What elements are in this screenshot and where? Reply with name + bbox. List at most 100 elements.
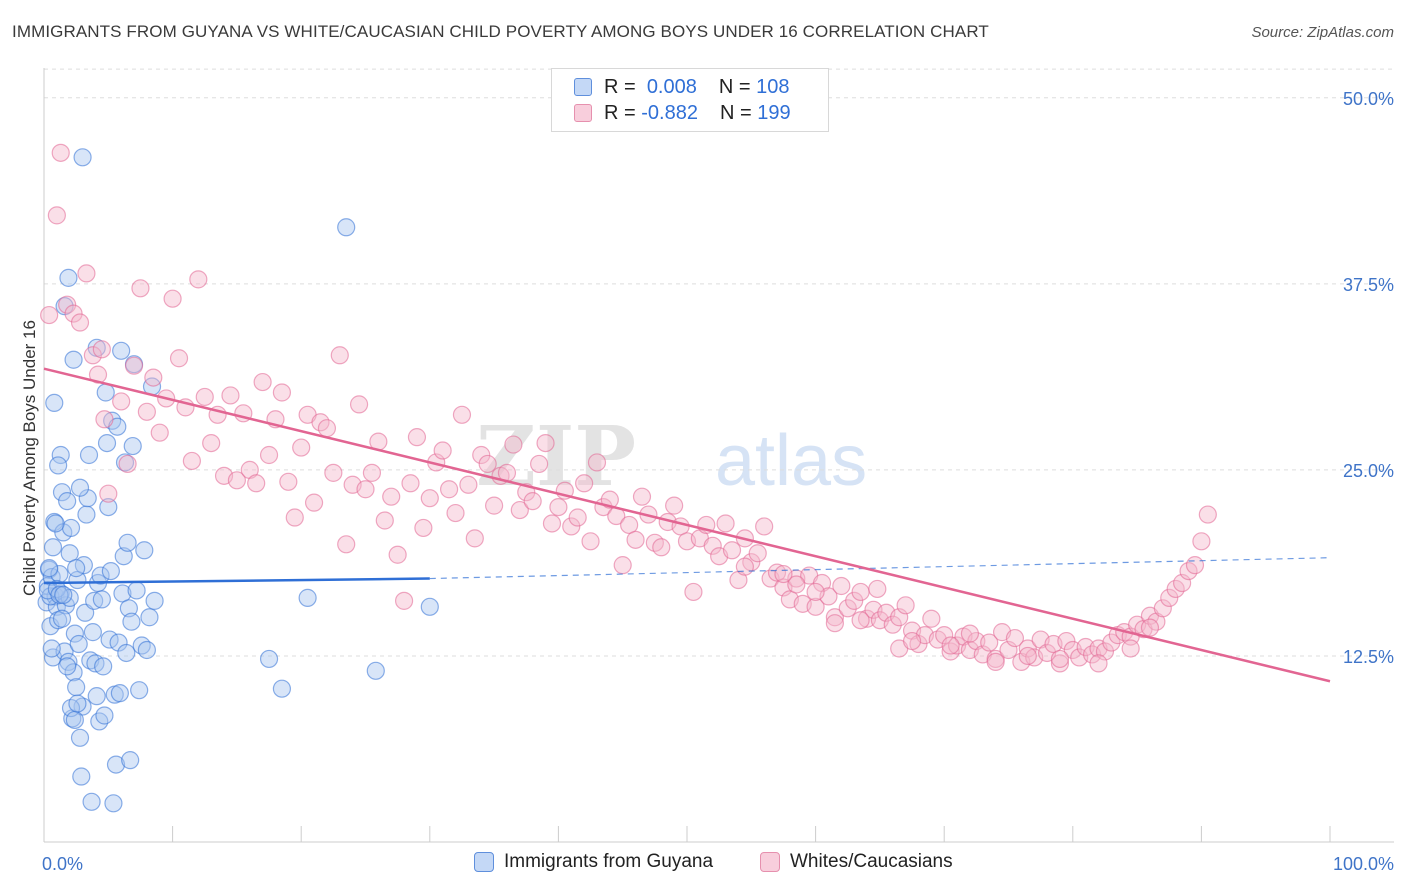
data-point [118,454,137,474]
data-point [124,356,144,375]
data-point [1018,639,1037,658]
data-point [851,582,870,602]
data-point [407,428,427,447]
data-point [59,268,78,287]
data-point [122,612,141,631]
data-point [459,475,478,494]
data-point [748,544,767,563]
data-point [195,387,214,407]
legend-swatch-pink [574,104,592,122]
data-point [119,599,138,618]
data-point [123,436,142,456]
data-point [562,517,581,536]
data-point [45,393,64,413]
data-point [832,576,851,596]
data-point [259,649,279,669]
trend-lines [43,367,1331,683]
legend-row-guyana: R = 0.008 N = 108 [574,74,790,100]
data-point [82,792,101,811]
data-point [65,624,84,643]
data-point [64,304,83,323]
data-point [838,599,857,618]
data-point [1050,649,1070,669]
data-point [104,794,123,813]
data-point [70,728,90,747]
y-tick-label: 25.0% [1343,461,1394,481]
y-tick-label: 50.0% [1343,89,1394,109]
data-point [986,652,1005,671]
source-label: Source: ZipAtlas.com [1251,24,1394,41]
data-point [523,492,542,511]
data-point [292,438,311,457]
data-point [394,591,414,610]
legend-n-label: N = [719,101,752,124]
data-point [101,561,120,581]
data-point [91,566,110,585]
data-point [356,480,375,499]
data-point [69,634,88,654]
data-point [1089,654,1108,673]
data-point [433,441,452,460]
bottom-legend-whites: Whites/Caucasians [760,851,953,873]
data-point [285,508,304,527]
data-point [92,340,111,359]
data-point [121,751,140,770]
x-tick-label: 100.0% [1333,854,1394,874]
data-point [896,596,915,615]
data-point [99,497,118,517]
data-point [247,474,266,493]
data-point [401,474,420,493]
data-point [304,493,324,512]
legend-r-label: R = [604,101,636,124]
x-tick-label: 0.0% [42,854,83,874]
data-point [504,435,523,454]
data-point [150,423,169,442]
data-point [330,346,349,365]
data-point [317,419,337,438]
legend-r-label: R = [604,75,636,98]
data-point [716,514,735,533]
legend-r-value: 0.008 [646,75,697,98]
data-point [472,445,491,465]
data-point [54,585,73,605]
data-point [253,372,272,392]
data-point [92,590,111,609]
data-point [1018,646,1037,666]
legend-r-value: -0.882 [641,101,698,124]
data-point [755,517,774,536]
data-point [58,492,77,511]
y-tick-label: 37.5% [1343,275,1394,295]
data-point [735,557,754,576]
data-point [420,597,439,616]
data-point [980,633,999,652]
bottom-legend-label: Immigrants from Guyana [504,851,714,872]
data-point [43,538,63,557]
data-point [103,411,122,430]
series-immigrants-from-guyana [37,148,439,813]
data-point [272,679,292,698]
data-point [67,559,86,578]
data-point [530,454,549,474]
data-point [337,218,356,237]
data-point [99,484,118,503]
data-point [131,279,150,298]
data-point [375,511,394,530]
data-point [272,383,292,402]
data-point [298,588,317,607]
data-point [95,706,114,725]
tick-labels: 12.5% 25.0% 37.5% 50.0% 0.0% 100.0% [42,89,1394,874]
data-point [95,410,114,429]
data-point [58,657,77,676]
data-point [64,350,83,369]
chart-title: IMMIGRANTS FROM GUYANA VS WHITE/CAUCASIA… [12,22,989,41]
legend-swatch-blue [574,78,592,96]
legend-row-whites: R = -0.882 N = 199 [574,100,791,126]
data-point [337,535,356,554]
data-point [349,395,369,414]
data-point [50,585,69,605]
data-point [1121,639,1140,658]
data-point [51,143,70,162]
data-point [568,508,587,527]
data-point [163,289,182,308]
